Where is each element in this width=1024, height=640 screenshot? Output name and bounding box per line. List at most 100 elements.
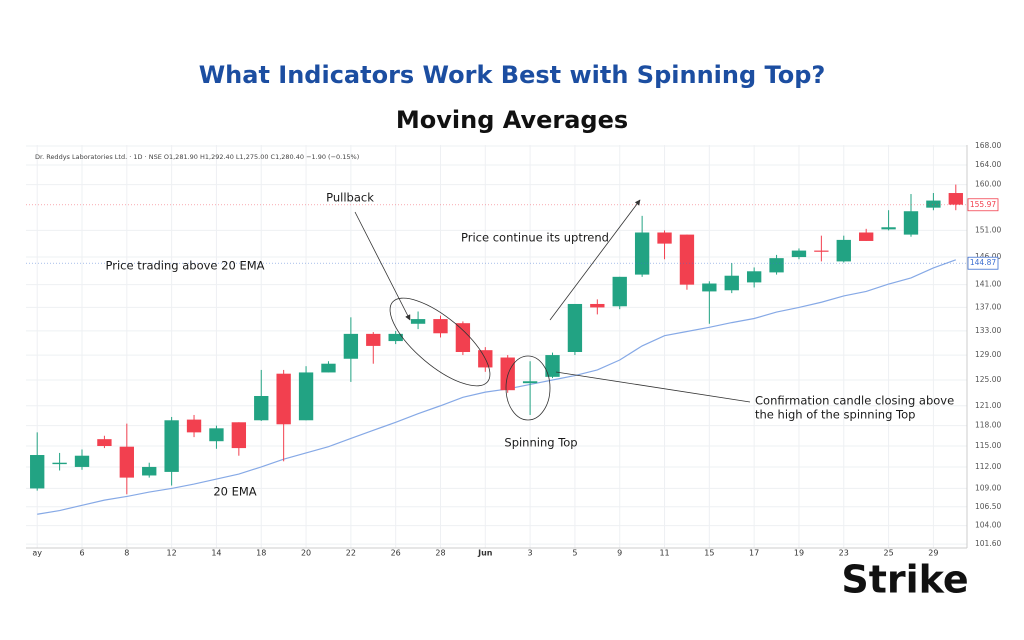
- x-tick-label: 28: [435, 549, 445, 558]
- ema-price-box: [967, 256, 999, 270]
- x-tick-label: 6: [79, 549, 84, 558]
- candle-body: [791, 250, 807, 258]
- pointer-line: [555, 371, 751, 403]
- y-tick-label: 101.60: [975, 539, 1001, 548]
- y-tick-label: 121.00: [975, 401, 1001, 410]
- plot: 101.60 104.00 106.50 109.00 112.00 115.00 118.…: [26, 141, 1001, 558]
- y-tick-label: 160.00: [975, 180, 1001, 189]
- candle-body: [410, 319, 426, 324]
- candle-body: [724, 275, 739, 291]
- x-tick-label: 22: [346, 549, 356, 558]
- plot-area: [26, 145, 967, 548]
- candle-body: [702, 283, 717, 292]
- candle-body: [836, 239, 851, 262]
- candle-body: [254, 395, 269, 421]
- candle-body: [590, 303, 605, 308]
- candle-body: [881, 227, 896, 230]
- candle-body: [926, 200, 941, 208]
- candle-body: [903, 211, 919, 235]
- x-tick-label: Jun: [477, 549, 493, 558]
- x-tick-label: 17: [749, 549, 759, 558]
- x-tick-label: 14: [211, 549, 221, 558]
- x-tick-label: 23: [839, 549, 849, 558]
- candle-body: [366, 333, 381, 346]
- x-tick-label: 26: [391, 549, 401, 558]
- x-tick-label: 8: [124, 549, 129, 558]
- candle-body: [522, 381, 538, 384]
- x-tick-label: 9: [617, 549, 622, 558]
- candle-body: [30, 455, 45, 489]
- y-tick-label: 118.00: [975, 421, 1001, 430]
- y-tick-label: 112.00: [975, 462, 1001, 471]
- annotation: Pullback: [326, 191, 374, 205]
- logo: Strike: [841, 558, 968, 602]
- candle-body: [388, 333, 403, 342]
- candle-body: [164, 420, 179, 472]
- candle-body: [186, 419, 202, 433]
- candle-body: [769, 258, 784, 273]
- candle-body: [567, 303, 583, 353]
- y-tick-label: 106.50: [975, 502, 1001, 511]
- ema-price-label: 144.87: [970, 258, 996, 267]
- candle-body: [321, 363, 336, 373]
- x-tick-label: 3: [528, 549, 533, 558]
- last-price-label: 155.97: [970, 200, 996, 209]
- candle-body: [455, 323, 471, 353]
- x-tick-label: 12: [167, 549, 177, 558]
- y-tick-label: 125.00: [975, 375, 1001, 384]
- annotation: Spinning Top: [504, 436, 577, 450]
- candle-body: [679, 234, 695, 285]
- candle-body: [634, 232, 650, 275]
- y-tick-label: 115.00: [975, 441, 1001, 450]
- x-tick-label: 11: [659, 549, 669, 558]
- y-tick-label: 164.00: [975, 160, 1001, 169]
- candle-body: [343, 333, 359, 359]
- candle-body: [433, 319, 448, 334]
- candle-body: [859, 232, 874, 241]
- candle-body: [500, 357, 515, 391]
- x-tick-label: 29: [928, 549, 938, 558]
- candle-body: [52, 462, 67, 465]
- y-tick-label: 104.00: [975, 521, 1001, 530]
- arrow: [549, 199, 641, 321]
- ema-line: [37, 259, 957, 515]
- candle-body: [746, 271, 762, 283]
- x-tick-label: 18: [256, 549, 266, 558]
- candle-body: [657, 232, 672, 244]
- subtitle: Moving Averages: [396, 106, 628, 134]
- x-tick-label: 5: [572, 549, 577, 558]
- y-tick-label: 151.00: [975, 225, 1001, 234]
- candle-body: [612, 276, 627, 307]
- annotation: Price trading above 20 EMA: [106, 259, 265, 273]
- candle-body: [948, 193, 963, 205]
- candle-body: [97, 439, 112, 447]
- annotation: 20 EMA: [213, 485, 256, 499]
- y-tick-label: 141.00: [975, 280, 1001, 289]
- annotation: Price continue its uptrend: [461, 231, 609, 245]
- y-tick-label: 168.00: [975, 141, 1001, 150]
- candle-body: [142, 466, 157, 476]
- title: What Indicators Work Best with Spinning …: [199, 61, 826, 89]
- candle-body: [276, 373, 291, 425]
- chart-info: Dr. Reddys Laboratories Ltd. · 1D · NSE …: [35, 153, 359, 161]
- last-price-box: [967, 198, 999, 212]
- candle-body: [814, 250, 829, 252]
- candle-body: [231, 422, 247, 449]
- annotation: the high of the spinning Top: [755, 408, 915, 422]
- candle-body: [545, 355, 560, 377]
- y-tick-label: 133.00: [975, 326, 1001, 335]
- candle-body: [119, 446, 134, 478]
- y-tick-label: 129.00: [975, 350, 1001, 359]
- y-tick-label: 109.00: [975, 483, 1001, 492]
- spinning-top-ellipse: [505, 355, 551, 421]
- arrow: [354, 211, 411, 321]
- y-tick-label: 137.00: [975, 302, 1001, 311]
- candle-body: [298, 372, 314, 421]
- x-tick-label: ay: [32, 549, 42, 558]
- candle-body: [209, 428, 224, 442]
- x-tick-label: 15: [704, 549, 714, 558]
- x-tick-label: 25: [883, 549, 893, 558]
- annotations: Pullback Price trading above 20 EMA Pric…: [106, 191, 955, 499]
- y-tick-label: 146.00: [975, 252, 1001, 261]
